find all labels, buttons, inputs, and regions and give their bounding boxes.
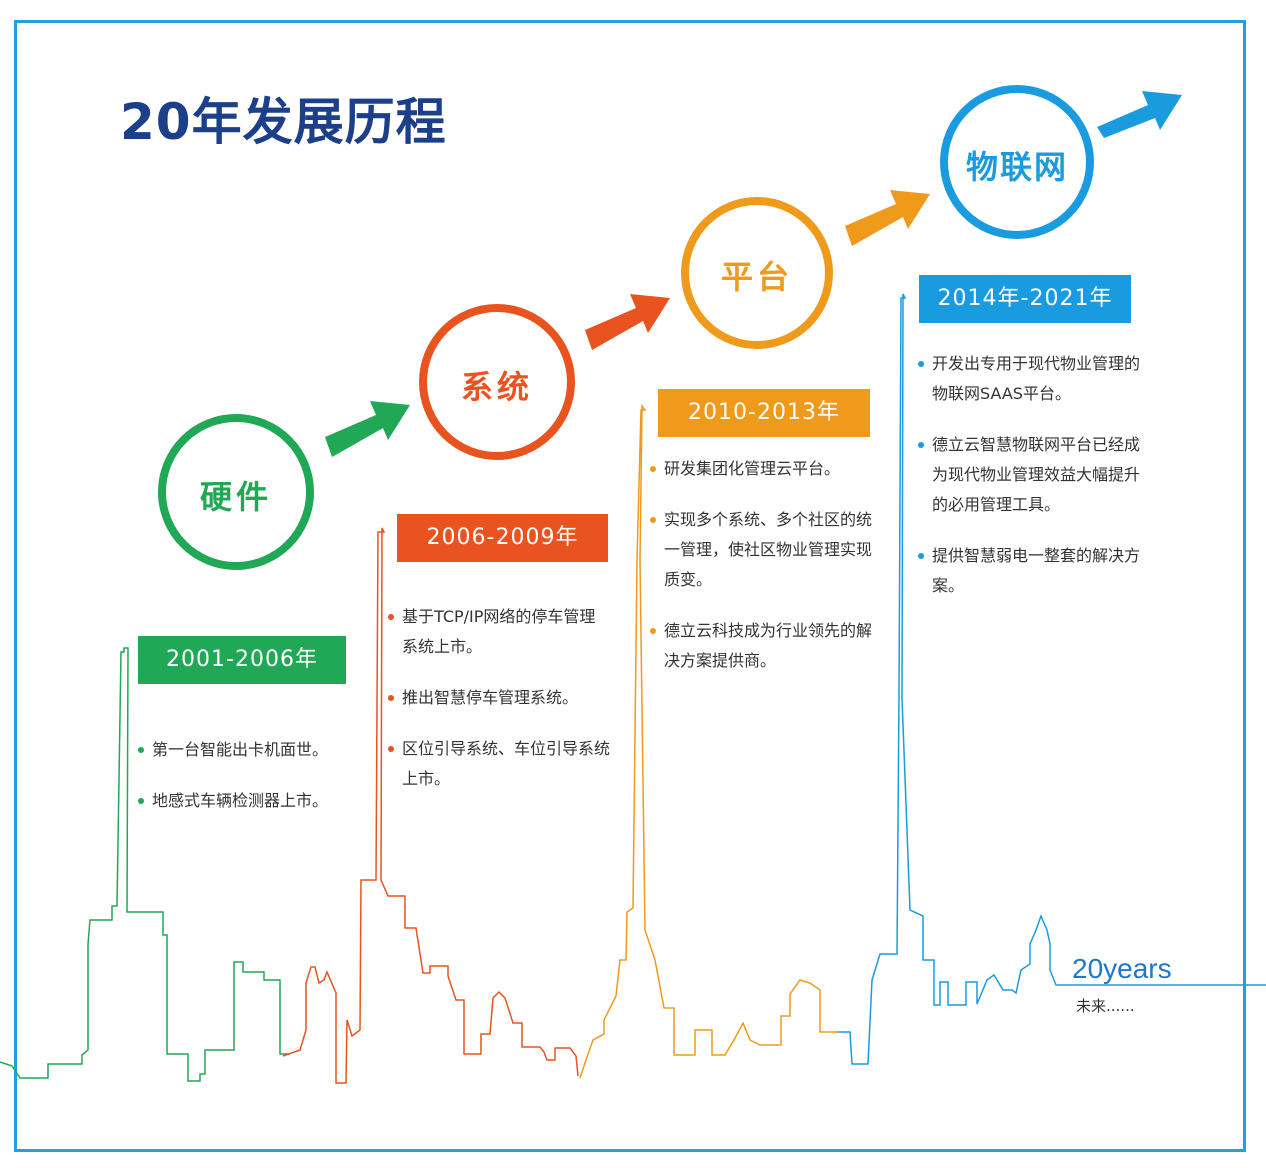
bullet-dot xyxy=(138,798,144,804)
iot-circle xyxy=(940,85,1094,239)
list-item: 提供智慧弱电一整套的解决方案。 xyxy=(918,541,1140,601)
list-item: 地感式车辆检测器上市。 xyxy=(138,786,358,816)
list-item: 研发集团化管理云平台。 xyxy=(650,454,872,484)
bullet-dot xyxy=(918,361,924,367)
page-frame xyxy=(14,20,1246,1152)
bullet-dot xyxy=(388,746,394,752)
stage-list-iot: 开发出专用于现代物业管理的物联网SAAS平台。 德立云智慧物联网平台已经成为现代… xyxy=(918,349,1140,622)
skyline-red xyxy=(282,527,579,1084)
list-item: 第一台智能出卡机面世。 xyxy=(138,735,358,765)
list-item: 开发出专用于现代物业管理的物联网SAAS平台。 xyxy=(918,349,1140,409)
period-box-2006: 2006-2009年 xyxy=(397,514,608,562)
skyline-green xyxy=(0,647,289,1082)
list-item: 德立云科技成为行业领先的解决方案提供商。 xyxy=(650,616,872,676)
bullet-dot xyxy=(918,442,924,448)
list-item: 实现多个系统、多个社区的统一管理，使社区物业管理实现质变。 xyxy=(650,505,872,595)
bullet-dot xyxy=(918,553,924,559)
stage-list-system: 基于TCP/IP网络的停车管理系统上市。 推出智慧停车管理系统。 区位引导系统、… xyxy=(388,602,610,815)
bullet-dot xyxy=(650,517,656,523)
circle-label-iot: 物联网 xyxy=(965,148,1068,186)
period-box-2014: 2014年-2021年 xyxy=(919,275,1131,323)
circle-label-platform: 平台 xyxy=(720,258,793,296)
bullet-dot xyxy=(388,695,394,701)
hardware-circle xyxy=(158,414,314,570)
stage-list-hardware: 第一台智能出卡机面世。 地感式车辆检测器上市。 xyxy=(138,735,358,837)
arrow-blue xyxy=(1097,91,1182,138)
platform-circle xyxy=(681,197,833,349)
list-item: 区位引导系统、车位引导系统上市。 xyxy=(388,734,610,794)
bullet-dot xyxy=(138,747,144,753)
circle-label-system: 系统 xyxy=(460,368,533,406)
future-label: 未来...... xyxy=(1076,997,1135,1015)
period-box-2010: 2010-2013年 xyxy=(658,389,870,437)
page-title: 20年发展历程 xyxy=(120,93,447,151)
system-circle xyxy=(419,304,575,460)
circle-label-hardware: 硬件 xyxy=(199,478,272,516)
arrow-green xyxy=(325,401,410,457)
bullet-dot xyxy=(650,628,656,634)
bullet-dot xyxy=(650,466,656,472)
arrow-orange xyxy=(845,190,930,246)
period-box-2001: 2001-2006年 xyxy=(138,636,346,684)
stage-list-platform: 研发集团化管理云平台。 实现多个系统、多个社区的统一管理，使社区物业管理实现质变… xyxy=(650,454,872,697)
skyline-orange xyxy=(579,403,838,1079)
list-item: 德立云智慧物联网平台已经成为现代物业管理效益大幅提升的必用管理工具。 xyxy=(918,430,1140,520)
list-item: 推出智慧停车管理系统。 xyxy=(388,683,610,713)
bullet-dot xyxy=(388,614,394,620)
years-label: 20years xyxy=(1072,953,1172,984)
arrow-red xyxy=(585,294,670,350)
list-item: 基于TCP/IP网络的停车管理系统上市。 xyxy=(388,602,610,662)
skyline-blue xyxy=(838,293,1266,1065)
